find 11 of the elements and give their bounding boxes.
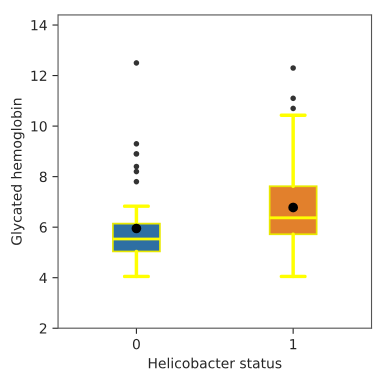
y-tick-label: 6 [40,222,47,233]
y-axis-title: Glycated hemoglobin [10,98,24,245]
y-tick-label: 8 [40,172,47,182]
x-tick-label: 0 [132,338,140,350]
y-tick-label: 12 [31,70,46,81]
y-tick-label: 4 [39,272,47,283]
x-tick-label: 1 [290,339,296,350]
x-axis-title: Helicobacter status [148,358,282,368]
y-tick-label: 14 [31,20,47,30]
y-tick-label: 10 [31,121,47,132]
y-tick-label: 2 [40,323,46,334]
